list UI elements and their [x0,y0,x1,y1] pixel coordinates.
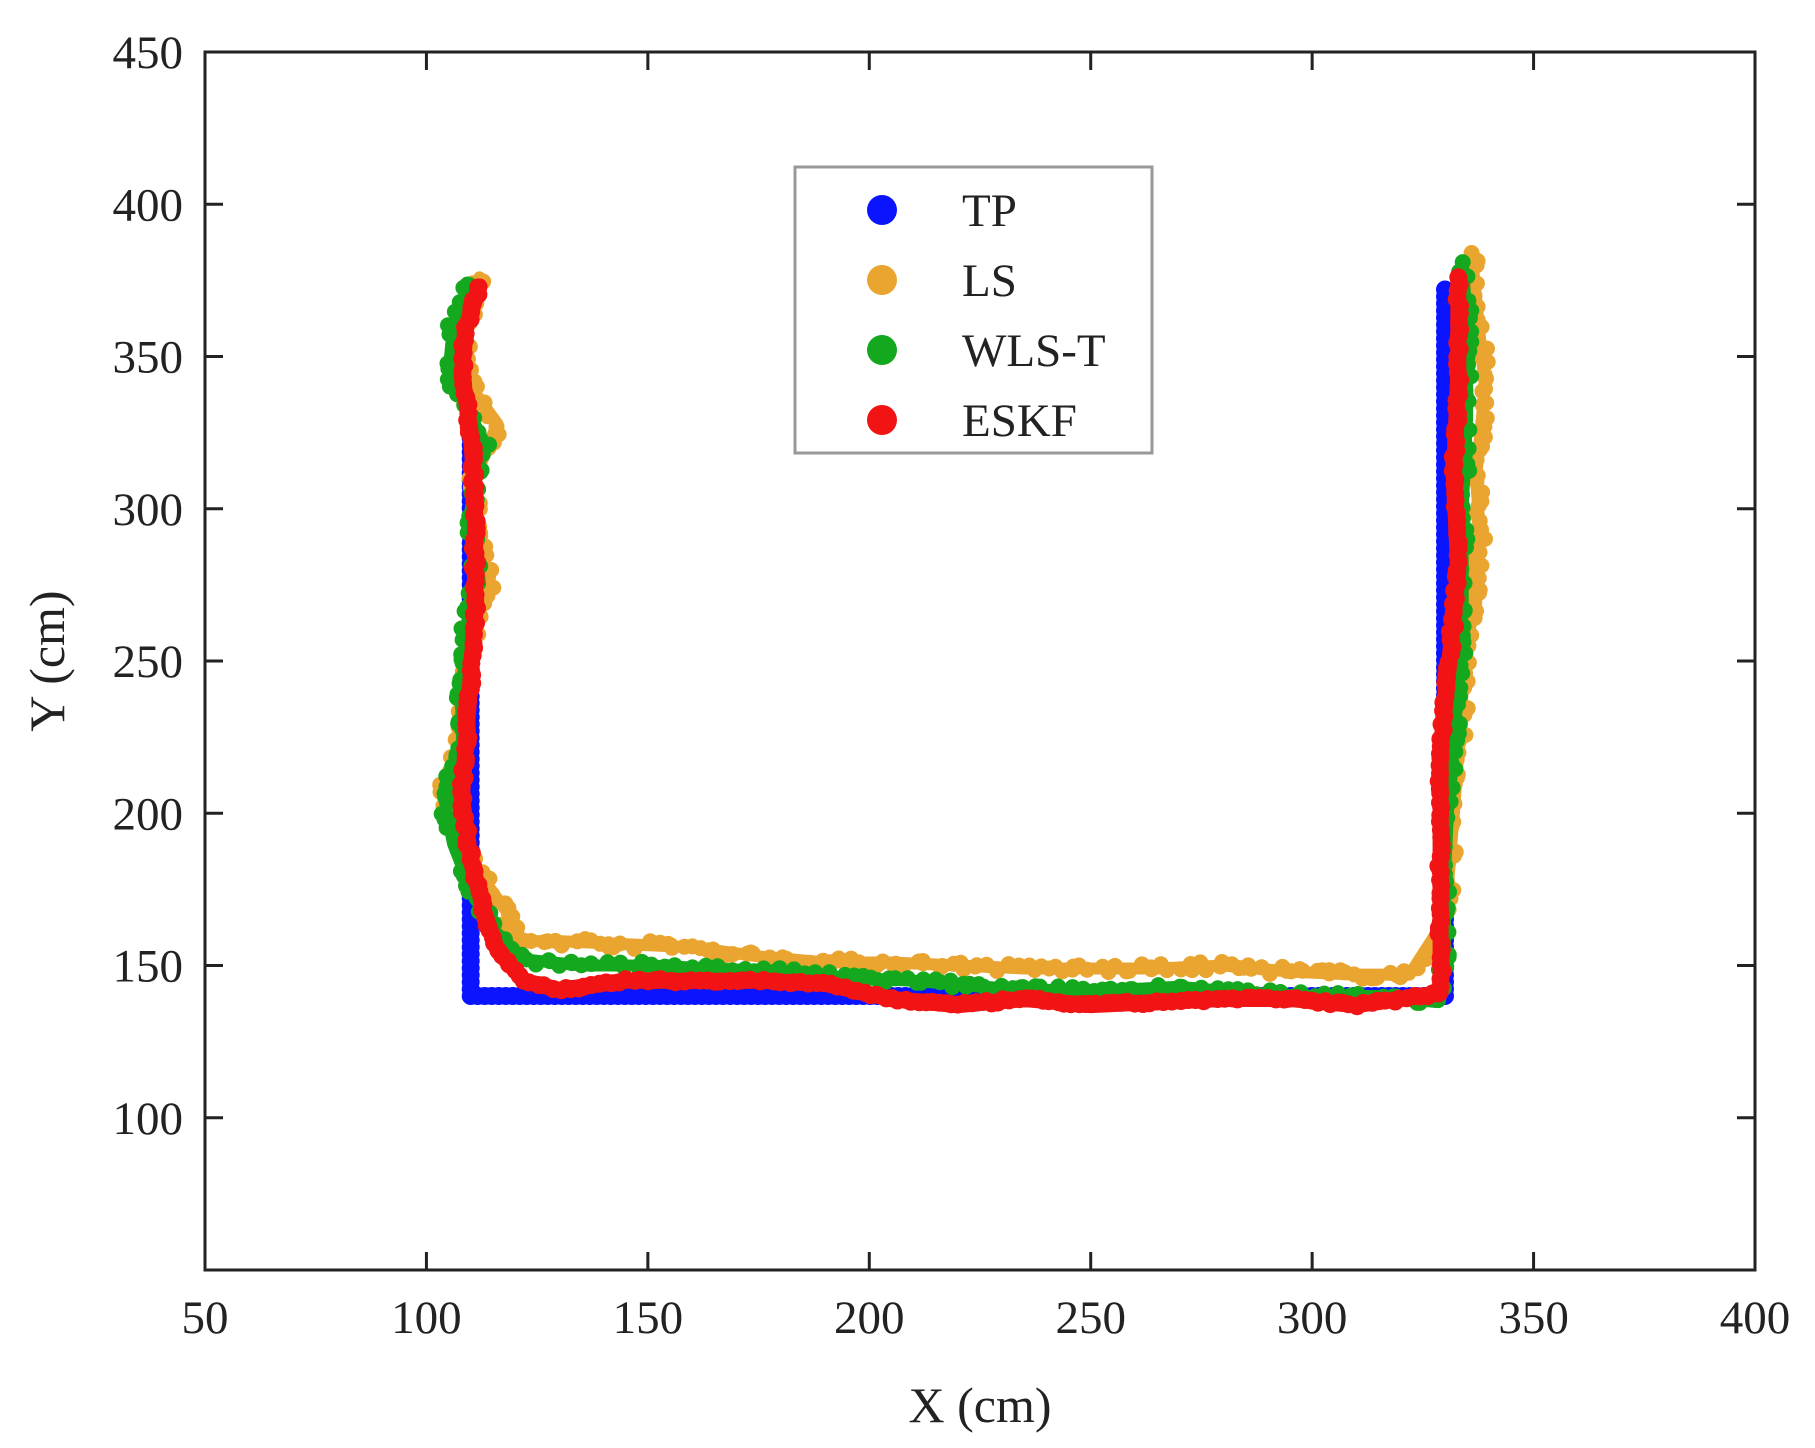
data-point-ls [1471,582,1488,598]
legend-marker-wls-t [867,335,897,365]
data-point-ls [1478,410,1495,427]
x-tick-label: 150 [613,1292,684,1344]
data-point-ls [664,939,680,956]
legend-label-ls: LS [962,255,1017,307]
data-point-ls [553,937,570,954]
x-tick-label: 200 [834,1292,905,1344]
x-tick-label: 300 [1277,1292,1348,1344]
data-point-ls [1476,366,1493,383]
data-point-ls [724,946,741,963]
data-point-ls [626,940,643,957]
legend-box [793,165,1154,455]
legend-label-tp: TP [962,185,1017,237]
data-point-ls [611,935,628,952]
y-tick-label: 250 [113,636,184,688]
legend-label-wls-t: WLS-T [962,325,1106,377]
data-point-ls [915,955,931,972]
data-point-ls [523,933,539,949]
data-point-ls [952,954,969,971]
y-tick-label: 400 [113,179,184,231]
y-tick-label: 300 [113,484,184,536]
x-tick-label: 400 [1720,1292,1791,1344]
data-point-ls [1294,962,1311,979]
data-point-ls [830,950,847,967]
data-point-ls [1396,963,1413,980]
data-point-ls [1261,965,1278,982]
data-point-wls-t [599,954,616,971]
y-axis-title: Y (cm) [19,590,75,731]
x-axis-title: X (cm) [909,1377,1052,1433]
series-eskf [452,268,1470,1016]
legend-marker-tp [867,195,897,225]
data-point-eskf [1449,268,1468,287]
y-tick-label: 100 [113,1093,184,1145]
data-point-wls-t [697,957,714,974]
data-point-wls-t [915,971,932,988]
data-point-wls-t [583,956,600,972]
legend-marker-eskf [867,405,897,435]
data-point-wls-t [1050,978,1067,995]
legend-marker-ls [867,265,897,295]
data-point-wls-t [887,970,904,987]
data-point-wls-t [527,956,544,973]
x-tick-label: 50 [182,1292,229,1344]
data-point-ls [1369,969,1386,986]
data-point-ls [705,941,721,958]
data-point-ls [479,408,496,425]
data-point-ls [744,945,761,962]
data-point-ls [1121,962,1138,979]
tick-layer: 50 100 150 200 250 300 350 400 100 150 200 250 300 35… [113,27,1791,1344]
y-tick-label: 450 [113,27,184,79]
data-point-wls-t [1454,254,1471,271]
data-point-ls [1079,961,1096,978]
series-layer [432,245,1496,1016]
data-point-wls-t [1102,980,1119,997]
legend: TP LS WLS-T ESKF [793,165,1154,455]
data-point-ls [1158,962,1175,979]
data-point-ls [989,963,1005,979]
data-point-ls [1198,962,1214,979]
x-tick-label: 100 [391,1292,462,1344]
y-tick-label: 350 [113,332,184,384]
y-tick-label: 200 [113,788,184,840]
y-tick-label: 150 [113,941,184,993]
x-tick-label: 350 [1498,1292,1569,1344]
x-tick-label: 250 [1055,1292,1126,1344]
legend-label-eskf: ESKF [962,395,1077,447]
data-point-ls [1106,958,1122,975]
